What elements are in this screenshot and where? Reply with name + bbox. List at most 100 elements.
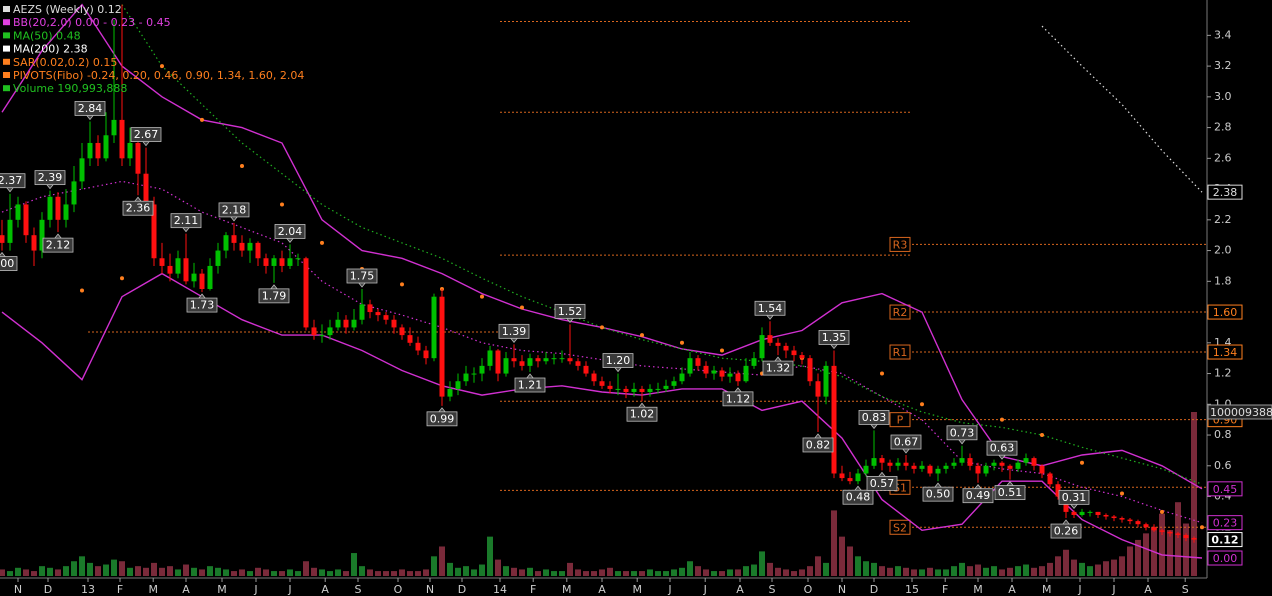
- legend-label: SAR(0.02,0.2) 0.15: [13, 56, 117, 69]
- volume-bar: [503, 566, 509, 576]
- callout-box: [890, 434, 922, 450]
- axis-marker-box: [1207, 515, 1243, 531]
- volume-bar: [711, 571, 717, 576]
- volume-bar: [855, 556, 861, 576]
- x-tick-label: D: [44, 583, 52, 596]
- candle-body: [655, 388, 661, 390]
- candle-body: [791, 350, 797, 356]
- candle-body: [751, 358, 757, 366]
- callout-box: [218, 202, 250, 218]
- axis-marker-box: [1207, 532, 1243, 548]
- axis-marker-label: 1.60: [1213, 306, 1238, 319]
- volume-bar: [167, 566, 173, 576]
- candle-body: [271, 258, 277, 266]
- sar-dot: [920, 402, 924, 407]
- candle-body: [55, 196, 61, 220]
- price-callout: 1.39: [498, 323, 530, 343]
- legend-icon: [3, 58, 10, 65]
- candle-body: [455, 381, 461, 389]
- candle-body: [215, 250, 221, 266]
- x-tick-label: F: [530, 583, 536, 596]
- price-callout: 0.51: [994, 480, 1026, 501]
- candle-body: [823, 365, 829, 397]
- callout-box: [274, 224, 306, 239]
- candle-body: [663, 385, 669, 389]
- price-callout: 0.83: [858, 410, 890, 430]
- volume-bar: [319, 569, 325, 576]
- price-callout: 1.20: [602, 353, 634, 373]
- candle-body: [735, 373, 741, 382]
- price-callout: 1.32: [762, 356, 794, 376]
- volume-bar: [495, 559, 501, 576]
- candle-body: [999, 462, 1005, 466]
- callout-box: [922, 486, 954, 502]
- volume-bar: [671, 569, 677, 576]
- volume-bar: [687, 561, 693, 576]
- callout-label: 0.51: [998, 486, 1023, 499]
- volume-bar: [1167, 530, 1173, 576]
- callout-label: 0.99: [430, 412, 455, 425]
- volume-bar: [767, 562, 773, 576]
- volume-bar: [439, 546, 445, 576]
- volume-bar: [1103, 561, 1109, 576]
- candle-body: [1015, 462, 1021, 469]
- candle-body: [1159, 530, 1165, 532]
- candle-body: [943, 465, 949, 469]
- candle-body: [591, 373, 597, 382]
- candle-body: [135, 142, 141, 174]
- price-callout: 2.67: [130, 127, 162, 147]
- volume-bar: [7, 571, 13, 576]
- x-tick-label: 14: [493, 583, 507, 596]
- candle-body: [679, 373, 685, 382]
- volume-bar: [1039, 566, 1045, 576]
- y-tick-label: 1.2: [1214, 367, 1232, 380]
- x-tick-label: J: [703, 583, 707, 596]
- volume-bar: [783, 569, 789, 576]
- volume-bar: [591, 571, 597, 576]
- callout-box: [962, 488, 994, 504]
- candle-body: [175, 258, 181, 274]
- candle-body: [231, 235, 237, 243]
- candle-body: [1087, 511, 1093, 513]
- price-callout: 2.37: [0, 173, 26, 193]
- volume-bar: [639, 571, 645, 576]
- callout-box: [122, 200, 154, 216]
- volume-bar: [247, 571, 253, 576]
- candle-body: [407, 335, 413, 343]
- candle-body: [1031, 458, 1037, 466]
- volume-bar: [455, 567, 461, 576]
- candle-body: [343, 319, 349, 328]
- x-tick-label: N: [14, 583, 22, 596]
- x-tick-label: 15: [905, 583, 919, 596]
- candle-body: [383, 315, 389, 320]
- volume-bar: [79, 556, 85, 576]
- candle-body: [551, 358, 557, 360]
- x-tick-label: D: [870, 583, 878, 596]
- volume-bar: [71, 561, 77, 576]
- volume-bar: [231, 571, 237, 576]
- callout-box: [722, 391, 754, 407]
- axis-marker-box: [1207, 344, 1243, 360]
- callout-box: [762, 360, 794, 376]
- candle-body: [247, 242, 253, 251]
- volume-bar: [663, 571, 669, 576]
- callout-label: 2.11: [174, 214, 199, 227]
- volume-bar: [1063, 549, 1069, 576]
- volume-bar: [1071, 559, 1077, 576]
- x-tick-label: M: [632, 583, 642, 596]
- callout-label: 2.12: [46, 239, 71, 252]
- callout-box: [866, 475, 898, 491]
- callout-label: 0.31: [1062, 491, 1087, 504]
- candle-body: [831, 365, 837, 474]
- callout-label: 0.26: [1054, 525, 1079, 538]
- legend-icon: [3, 85, 10, 92]
- volume-bar: [1183, 523, 1189, 576]
- candle-body: [295, 258, 301, 260]
- x-tick-label: M: [973, 583, 983, 596]
- volume-bar: [919, 569, 925, 576]
- volume-bar: [839, 536, 845, 576]
- candle-body: [895, 462, 901, 466]
- volume-bar: [375, 571, 381, 576]
- candle-body: [335, 319, 341, 328]
- axis-marker-box: [1207, 184, 1243, 200]
